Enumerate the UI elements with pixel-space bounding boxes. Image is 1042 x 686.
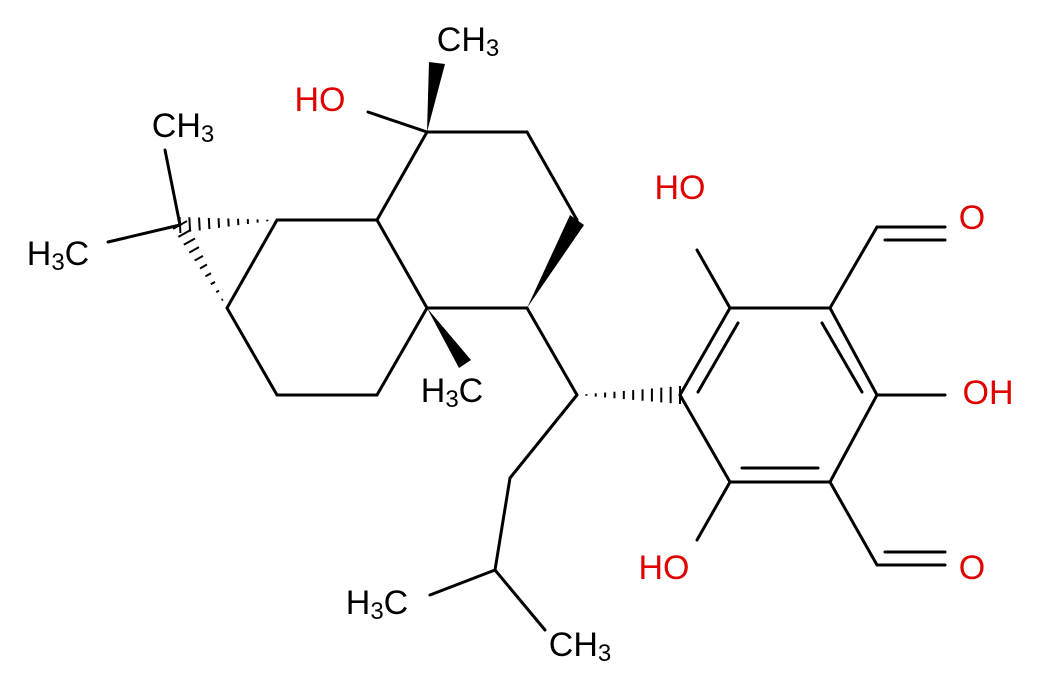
atom-label: CH3: [152, 107, 214, 148]
hash-line: [210, 281, 216, 286]
atom-label: HO: [639, 549, 690, 587]
atom-labels: CH3 HO CH3 H3C H3C HO O OH HO O H3C CH3: [27, 21, 1014, 667]
atom-label: O: [959, 549, 985, 587]
hash-line: [215, 289, 220, 294]
hash-line: [194, 254, 204, 262]
atom-label: HO: [295, 81, 346, 119]
atom-label: O: [959, 199, 985, 237]
hash-line: [177, 228, 192, 238]
wedge-bond: [427, 62, 445, 132]
atom-label: OH: [963, 374, 1014, 412]
hash-line: [207, 217, 211, 230]
hash-line: [198, 217, 201, 231]
atom-label: H3C: [27, 235, 89, 276]
hash-line: [172, 220, 188, 230]
hash-line: [183, 237, 196, 246]
atom-label: H3C: [421, 372, 483, 413]
wedge-bond: [527, 215, 584, 308]
atom-label: CH3: [437, 21, 499, 62]
hash-line: [199, 263, 208, 270]
bonds: [106, 62, 947, 632]
hash-line: [188, 246, 200, 254]
atom-label: H3C: [346, 584, 408, 625]
hash-line: [221, 298, 224, 301]
hash-line: [204, 272, 212, 278]
atom-label: HO: [655, 169, 706, 207]
atom-label: CH3: [549, 626, 611, 667]
wedge-bond: [427, 308, 471, 368]
bond-lines: [106, 110, 947, 632]
hash-bonds: [172, 216, 681, 404]
